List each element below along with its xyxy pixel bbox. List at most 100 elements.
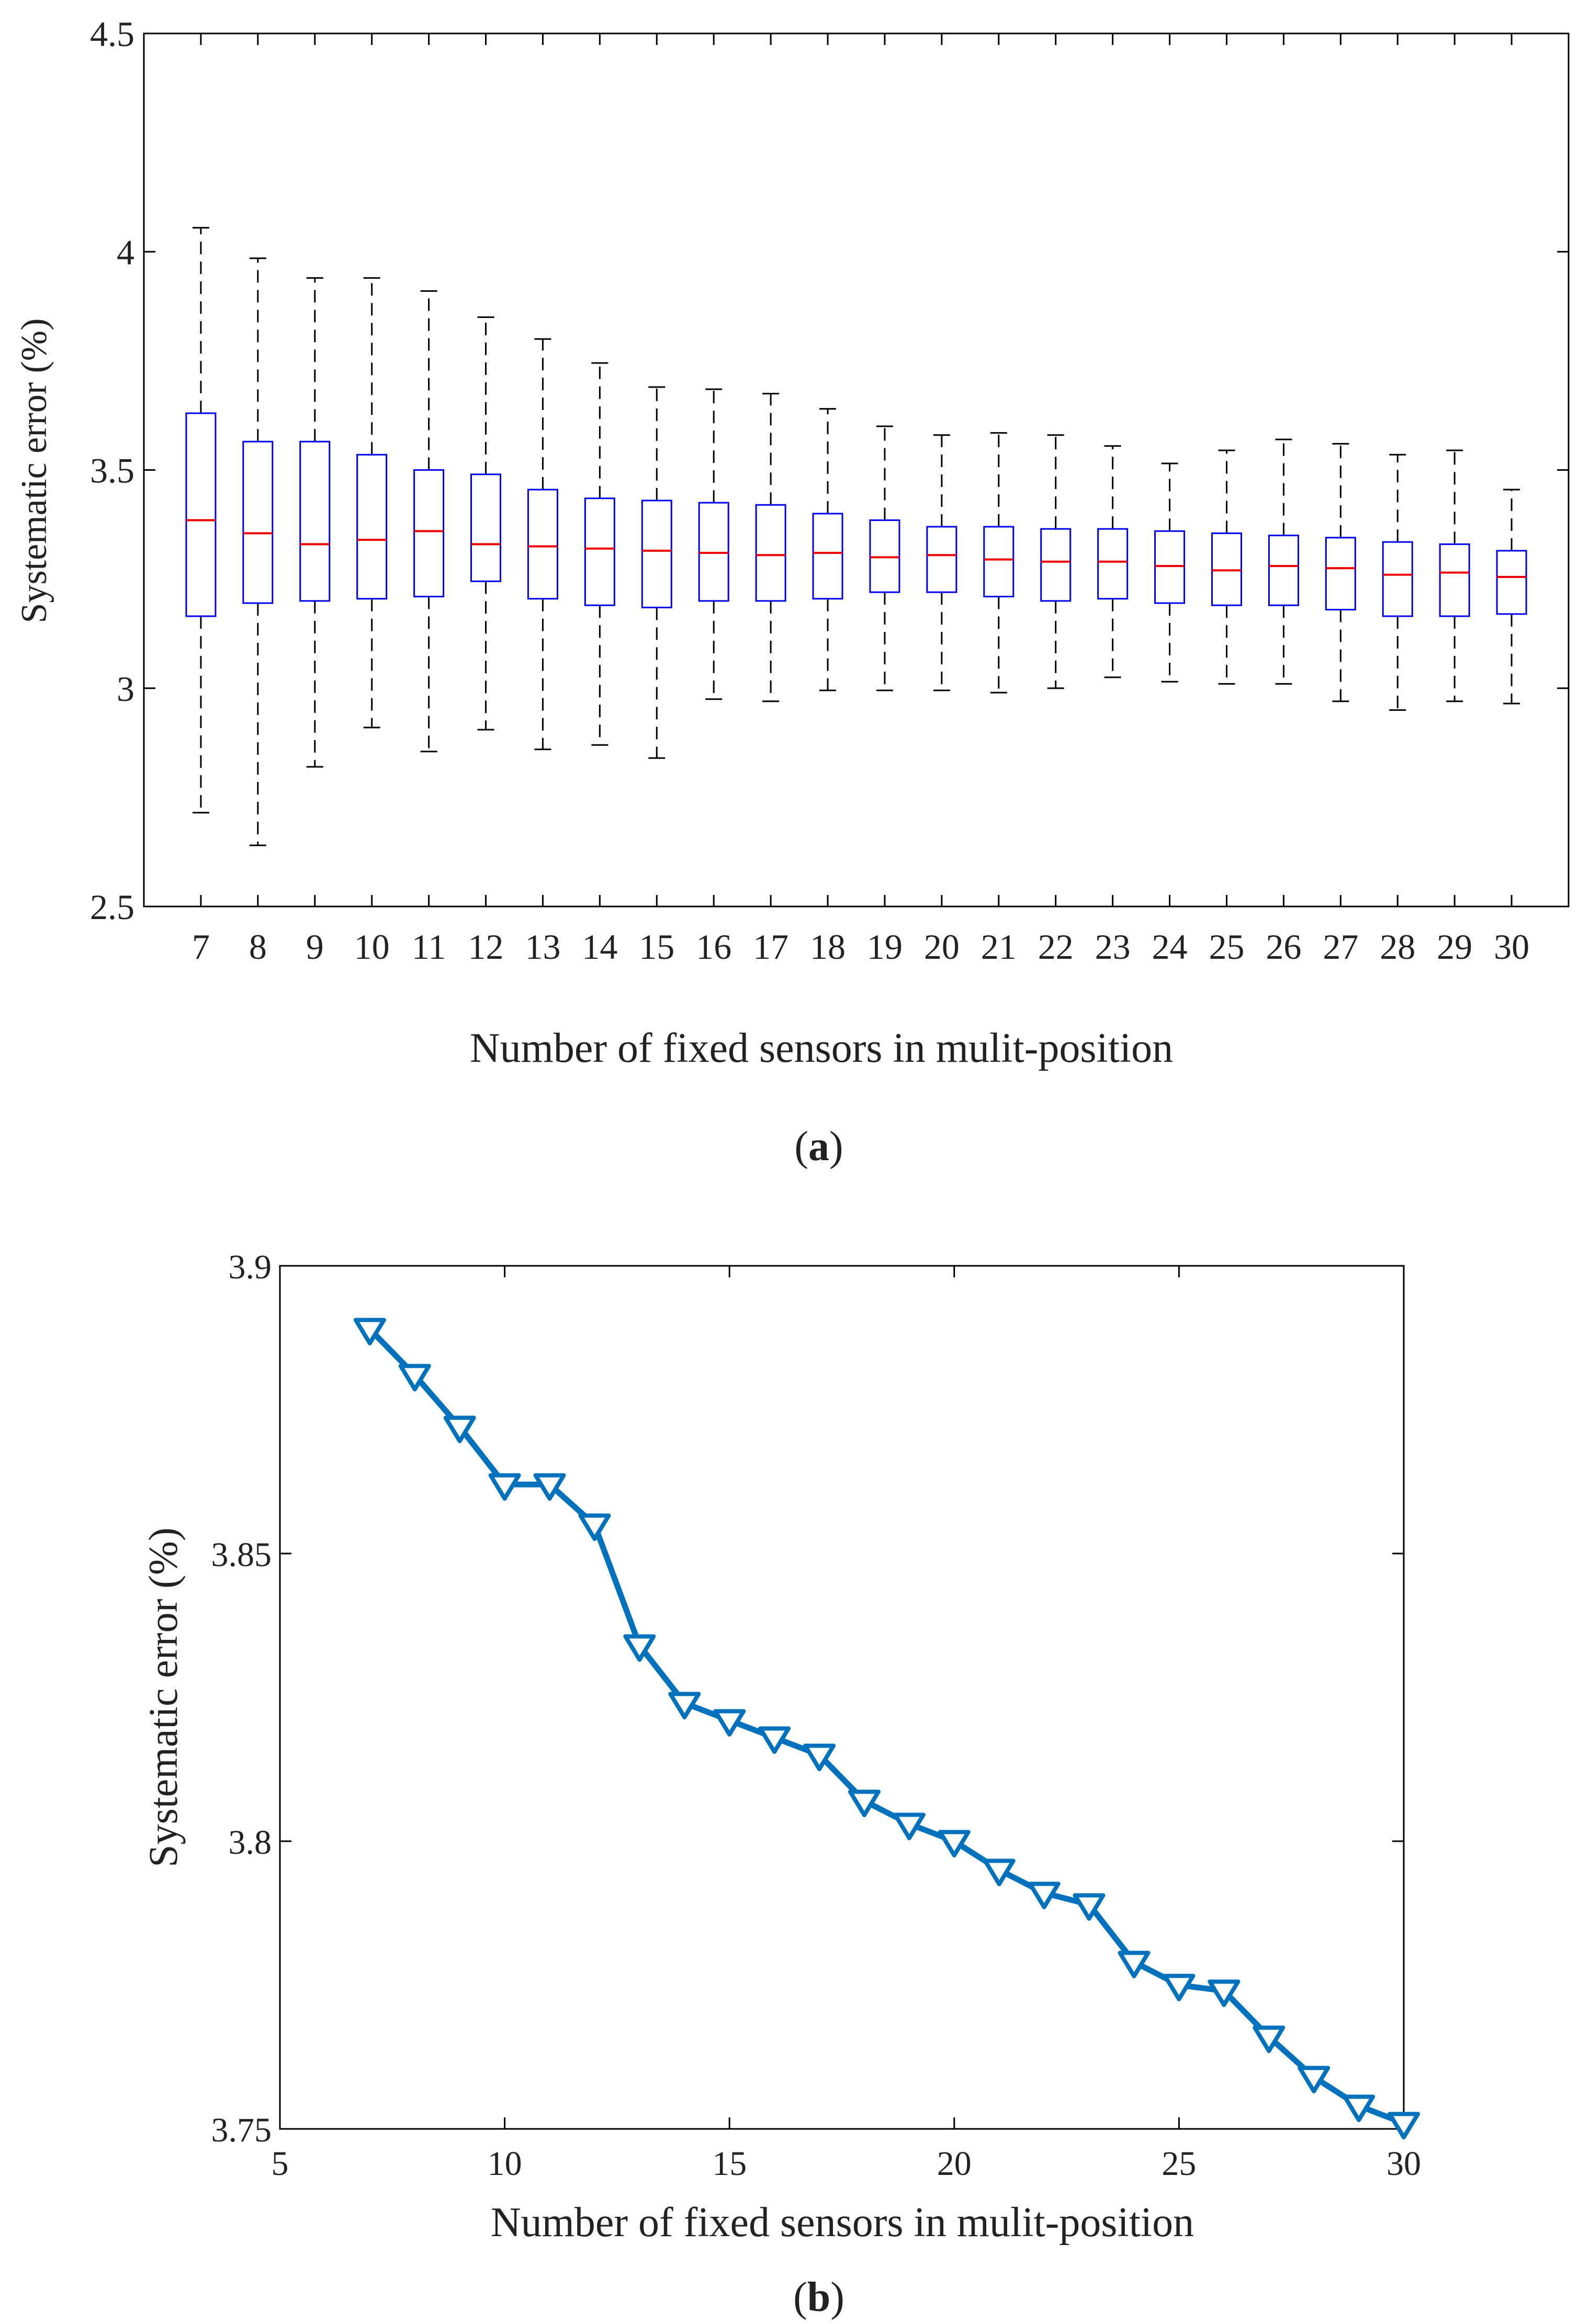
box-iqr xyxy=(1211,532,1242,606)
x-tick-label: 7 xyxy=(192,927,210,967)
svg-text:(a): (a) xyxy=(794,1124,843,1170)
plot-area-frame xyxy=(279,1265,1405,2130)
x-tick-label: 24 xyxy=(1152,927,1188,967)
y-tick-label: 3.75 xyxy=(211,2111,272,2149)
box-iqr xyxy=(470,473,502,582)
box-iqr xyxy=(1268,535,1299,606)
box-7 xyxy=(185,226,217,814)
data-point-marker xyxy=(1343,2094,1376,2122)
box-iqr xyxy=(812,513,843,600)
box-iqr xyxy=(1154,530,1186,604)
data-point-marker xyxy=(1073,1893,1106,1921)
x-tick-label: 9 xyxy=(306,927,324,967)
panel-label-a: a xyxy=(808,1124,829,1170)
data-point-marker xyxy=(758,1726,791,1754)
box-iqr xyxy=(299,440,331,602)
line-series xyxy=(353,1318,1420,2139)
box-iqr xyxy=(926,526,957,593)
y-tick-label: 3.85 xyxy=(211,1536,272,1574)
data-point-marker xyxy=(353,1318,386,1345)
y-axis-label: Systematic error (%) xyxy=(14,318,54,623)
x-tick-label: 20 xyxy=(924,927,960,967)
x-tick-label: 26 xyxy=(1266,927,1301,967)
box-iqr xyxy=(983,526,1015,598)
x-tick-label: 11 xyxy=(412,927,446,967)
x-tick-label: 27 xyxy=(1323,927,1358,967)
box-iqr xyxy=(527,489,558,600)
data-point-marker xyxy=(1208,1979,1241,2007)
data-point-marker xyxy=(1298,2066,1331,2093)
box-iqr xyxy=(1325,537,1356,611)
y-tick-label: 2.5 xyxy=(90,887,134,927)
x-tick-label: 13 xyxy=(525,927,560,967)
y-axis: 2.5 3 3.5 4 4.5 xyxy=(90,14,1569,927)
box-iqr xyxy=(1040,528,1072,602)
box-iqr xyxy=(584,497,615,606)
series-line xyxy=(367,1327,1405,2126)
x-tick-label: 15 xyxy=(712,2145,747,2183)
box-21 xyxy=(983,432,1015,694)
x-tick-label: 17 xyxy=(753,927,788,967)
box-27 xyxy=(1325,443,1356,702)
box-iqr xyxy=(755,504,786,602)
box-iqr xyxy=(698,502,729,602)
x-tick-label: 28 xyxy=(1380,927,1415,967)
box-30 xyxy=(1496,489,1527,705)
box-19 xyxy=(869,425,900,691)
box-24 xyxy=(1154,462,1186,683)
box-iqr xyxy=(1439,543,1470,617)
data-point-marker xyxy=(983,1858,1016,1886)
data-point-marker xyxy=(398,1364,431,1391)
y-tick-label: 3 xyxy=(117,669,134,709)
box-20 xyxy=(926,434,957,691)
box-28 xyxy=(1382,454,1413,711)
x-tick-label: 23 xyxy=(1095,927,1131,967)
x-tick-label: 15 xyxy=(639,927,674,967)
box-iqr xyxy=(413,469,445,598)
y-tick-label: 3.8 xyxy=(229,1823,272,1862)
data-point-marker xyxy=(848,1789,881,1817)
y-tick-label: 4.5 xyxy=(90,14,134,54)
x-tick-label: 25 xyxy=(1209,927,1244,967)
x-tick-label: 18 xyxy=(810,927,846,967)
box-15 xyxy=(641,386,672,759)
line-plot-panel: 3.75 3.8 3.85 3.9 5 10 15 20 25 30 Systematic er… xyxy=(140,1248,1421,2320)
x-axis-label: Number of fixed sensors in mulit-positio… xyxy=(491,2200,1194,2246)
box-17 xyxy=(755,392,786,702)
x-tick-label: 5 xyxy=(272,2145,289,2183)
x-tick-label: 22 xyxy=(1038,927,1074,967)
data-point-marker xyxy=(1028,1881,1061,1909)
svg-text:(b): (b) xyxy=(793,2274,844,2320)
data-point-marker xyxy=(443,1415,476,1443)
data-point-marker xyxy=(533,1473,566,1501)
x-tick-label: 20 xyxy=(937,2145,972,2183)
y-axis: 3.75 3.8 3.85 3.9 xyxy=(211,1248,1404,2149)
x-tick-label: 21 xyxy=(981,927,1017,967)
x-tick-label: 14 xyxy=(582,927,617,967)
x-axis-label: Number of fixed sensors in mulit-positio… xyxy=(470,1025,1173,1071)
y-tick-label: 3.9 xyxy=(229,1248,272,1286)
data-point-marker xyxy=(893,1812,926,1840)
x-tick-label: 30 xyxy=(1494,927,1529,967)
data-point-marker xyxy=(1118,1951,1151,1978)
x-axis: 7 8 9 10 11 12 13 14 15 16 17 18 19 20 21 22 23 24 25 26 27 2… xyxy=(192,33,1529,967)
box-10 xyxy=(356,277,388,729)
box-iqr xyxy=(185,412,217,617)
panel-label-b: b xyxy=(807,2274,831,2320)
x-tick-label: 10 xyxy=(354,927,390,967)
data-point-marker xyxy=(1163,1974,1196,2001)
data-point-marker xyxy=(578,1513,611,1541)
box-12 xyxy=(470,316,502,731)
box-26 xyxy=(1268,438,1299,685)
y-axis-label: Systematic error (%) xyxy=(140,1527,186,1867)
box-14 xyxy=(584,362,615,746)
box-iqr xyxy=(1496,550,1527,615)
box-16 xyxy=(698,388,729,700)
box-18 xyxy=(812,408,843,691)
data-point-marker xyxy=(668,1692,701,1719)
box-9 xyxy=(299,277,331,768)
y-tick-label: 4 xyxy=(117,232,134,272)
box-iqr xyxy=(356,454,388,600)
y-tick-label: 3.5 xyxy=(90,451,134,491)
